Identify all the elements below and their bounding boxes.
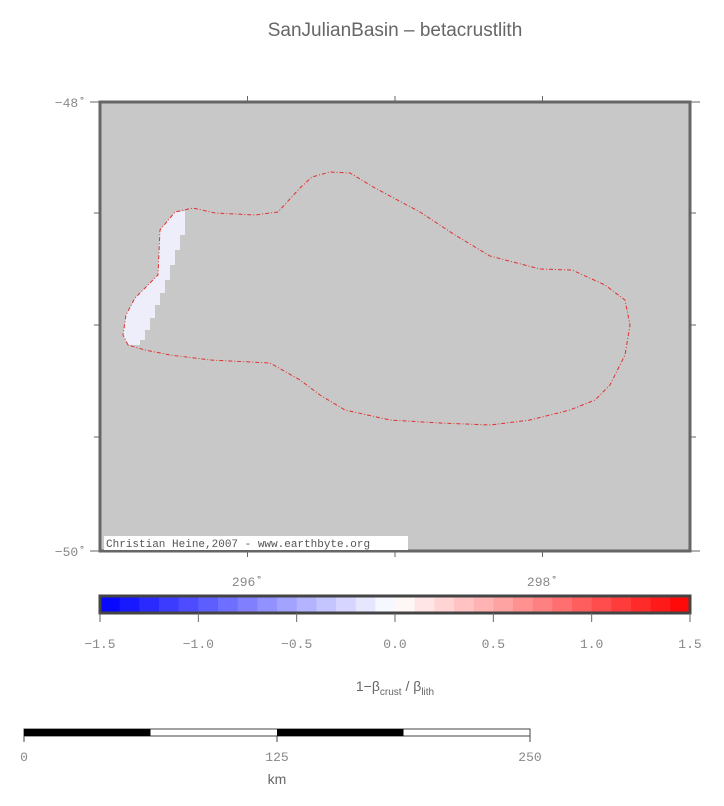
colorbar-tick-label: −0.5 xyxy=(281,637,312,652)
colorbar-cell xyxy=(631,596,652,613)
colorbar-cell xyxy=(532,596,553,613)
colorbar-cell xyxy=(591,596,612,613)
label-sub: crust xyxy=(380,687,402,698)
colorbar-cell xyxy=(178,596,199,613)
colorbar-tick-label: −1.0 xyxy=(183,637,214,652)
colorbar-cell xyxy=(277,596,298,613)
colorbar-cell xyxy=(572,596,593,613)
minor-ticks xyxy=(94,96,696,557)
title: SanJulianBasin – betacrustlith xyxy=(268,20,523,41)
colorbar-tick-label: −1.5 xyxy=(84,637,115,652)
colorbar-cell xyxy=(355,596,376,613)
credit: Christian Heine,2007 - www.earthbyte.org xyxy=(106,539,370,551)
credit-box xyxy=(104,536,408,550)
colorbar-cell xyxy=(414,596,435,613)
colorbar-cell xyxy=(395,596,416,613)
colorbar-cell xyxy=(513,596,534,613)
colorbar-cell xyxy=(670,596,691,613)
colorbar-cell xyxy=(650,596,671,613)
map-frame xyxy=(98,100,692,553)
colorbar-cell xyxy=(473,596,494,613)
colorbar-tick-label: 1.0 xyxy=(580,637,603,652)
colorbar-tick-label: 0.0 xyxy=(383,637,406,652)
colorbar-cell xyxy=(237,596,258,613)
scalebar-unit: km xyxy=(268,771,287,787)
colorbar-cell xyxy=(493,596,514,613)
label-part: 1−β xyxy=(356,678,380,694)
colorbar-cell xyxy=(552,596,573,613)
scalebar-label: 0 xyxy=(20,750,28,765)
colorbar-label: 1−βcrust / βlith xyxy=(356,678,434,698)
colorbar-cell xyxy=(119,596,140,613)
colorbar-cell xyxy=(434,596,455,613)
colorbar-cell xyxy=(257,596,278,613)
scalebar-label: 250 xyxy=(518,750,541,765)
colorbar-cell xyxy=(611,596,632,613)
colorbar-cell xyxy=(218,596,239,613)
lon-label: 298˚ xyxy=(527,575,558,590)
lon-label: 296˚ xyxy=(232,575,263,590)
scalebar-segment xyxy=(277,729,404,736)
colorbar-cell xyxy=(336,596,357,613)
colorbar xyxy=(100,596,691,613)
colorbar-cell xyxy=(454,596,475,613)
colorbar-cell xyxy=(198,596,219,613)
label-part: / β xyxy=(402,678,422,694)
colorbar-cell xyxy=(100,596,121,613)
colorbar-cell xyxy=(316,596,337,613)
colorbar-cell xyxy=(375,596,396,613)
colorbar-cell xyxy=(139,596,160,613)
scalebar-segment xyxy=(24,729,151,736)
colorbar-cell xyxy=(296,596,317,613)
scalebar-label: 125 xyxy=(265,750,288,765)
lat-label: −50˚ xyxy=(55,545,86,560)
basin-outline xyxy=(122,171,631,426)
colorbar-cell xyxy=(159,596,180,613)
lat-label: −48˚ xyxy=(55,96,86,111)
colorbar-tick-label: 1.5 xyxy=(678,637,701,652)
label-sub: lith xyxy=(421,687,434,698)
colorbar-tick-label: 0.5 xyxy=(482,637,505,652)
basin-fill xyxy=(123,211,185,345)
